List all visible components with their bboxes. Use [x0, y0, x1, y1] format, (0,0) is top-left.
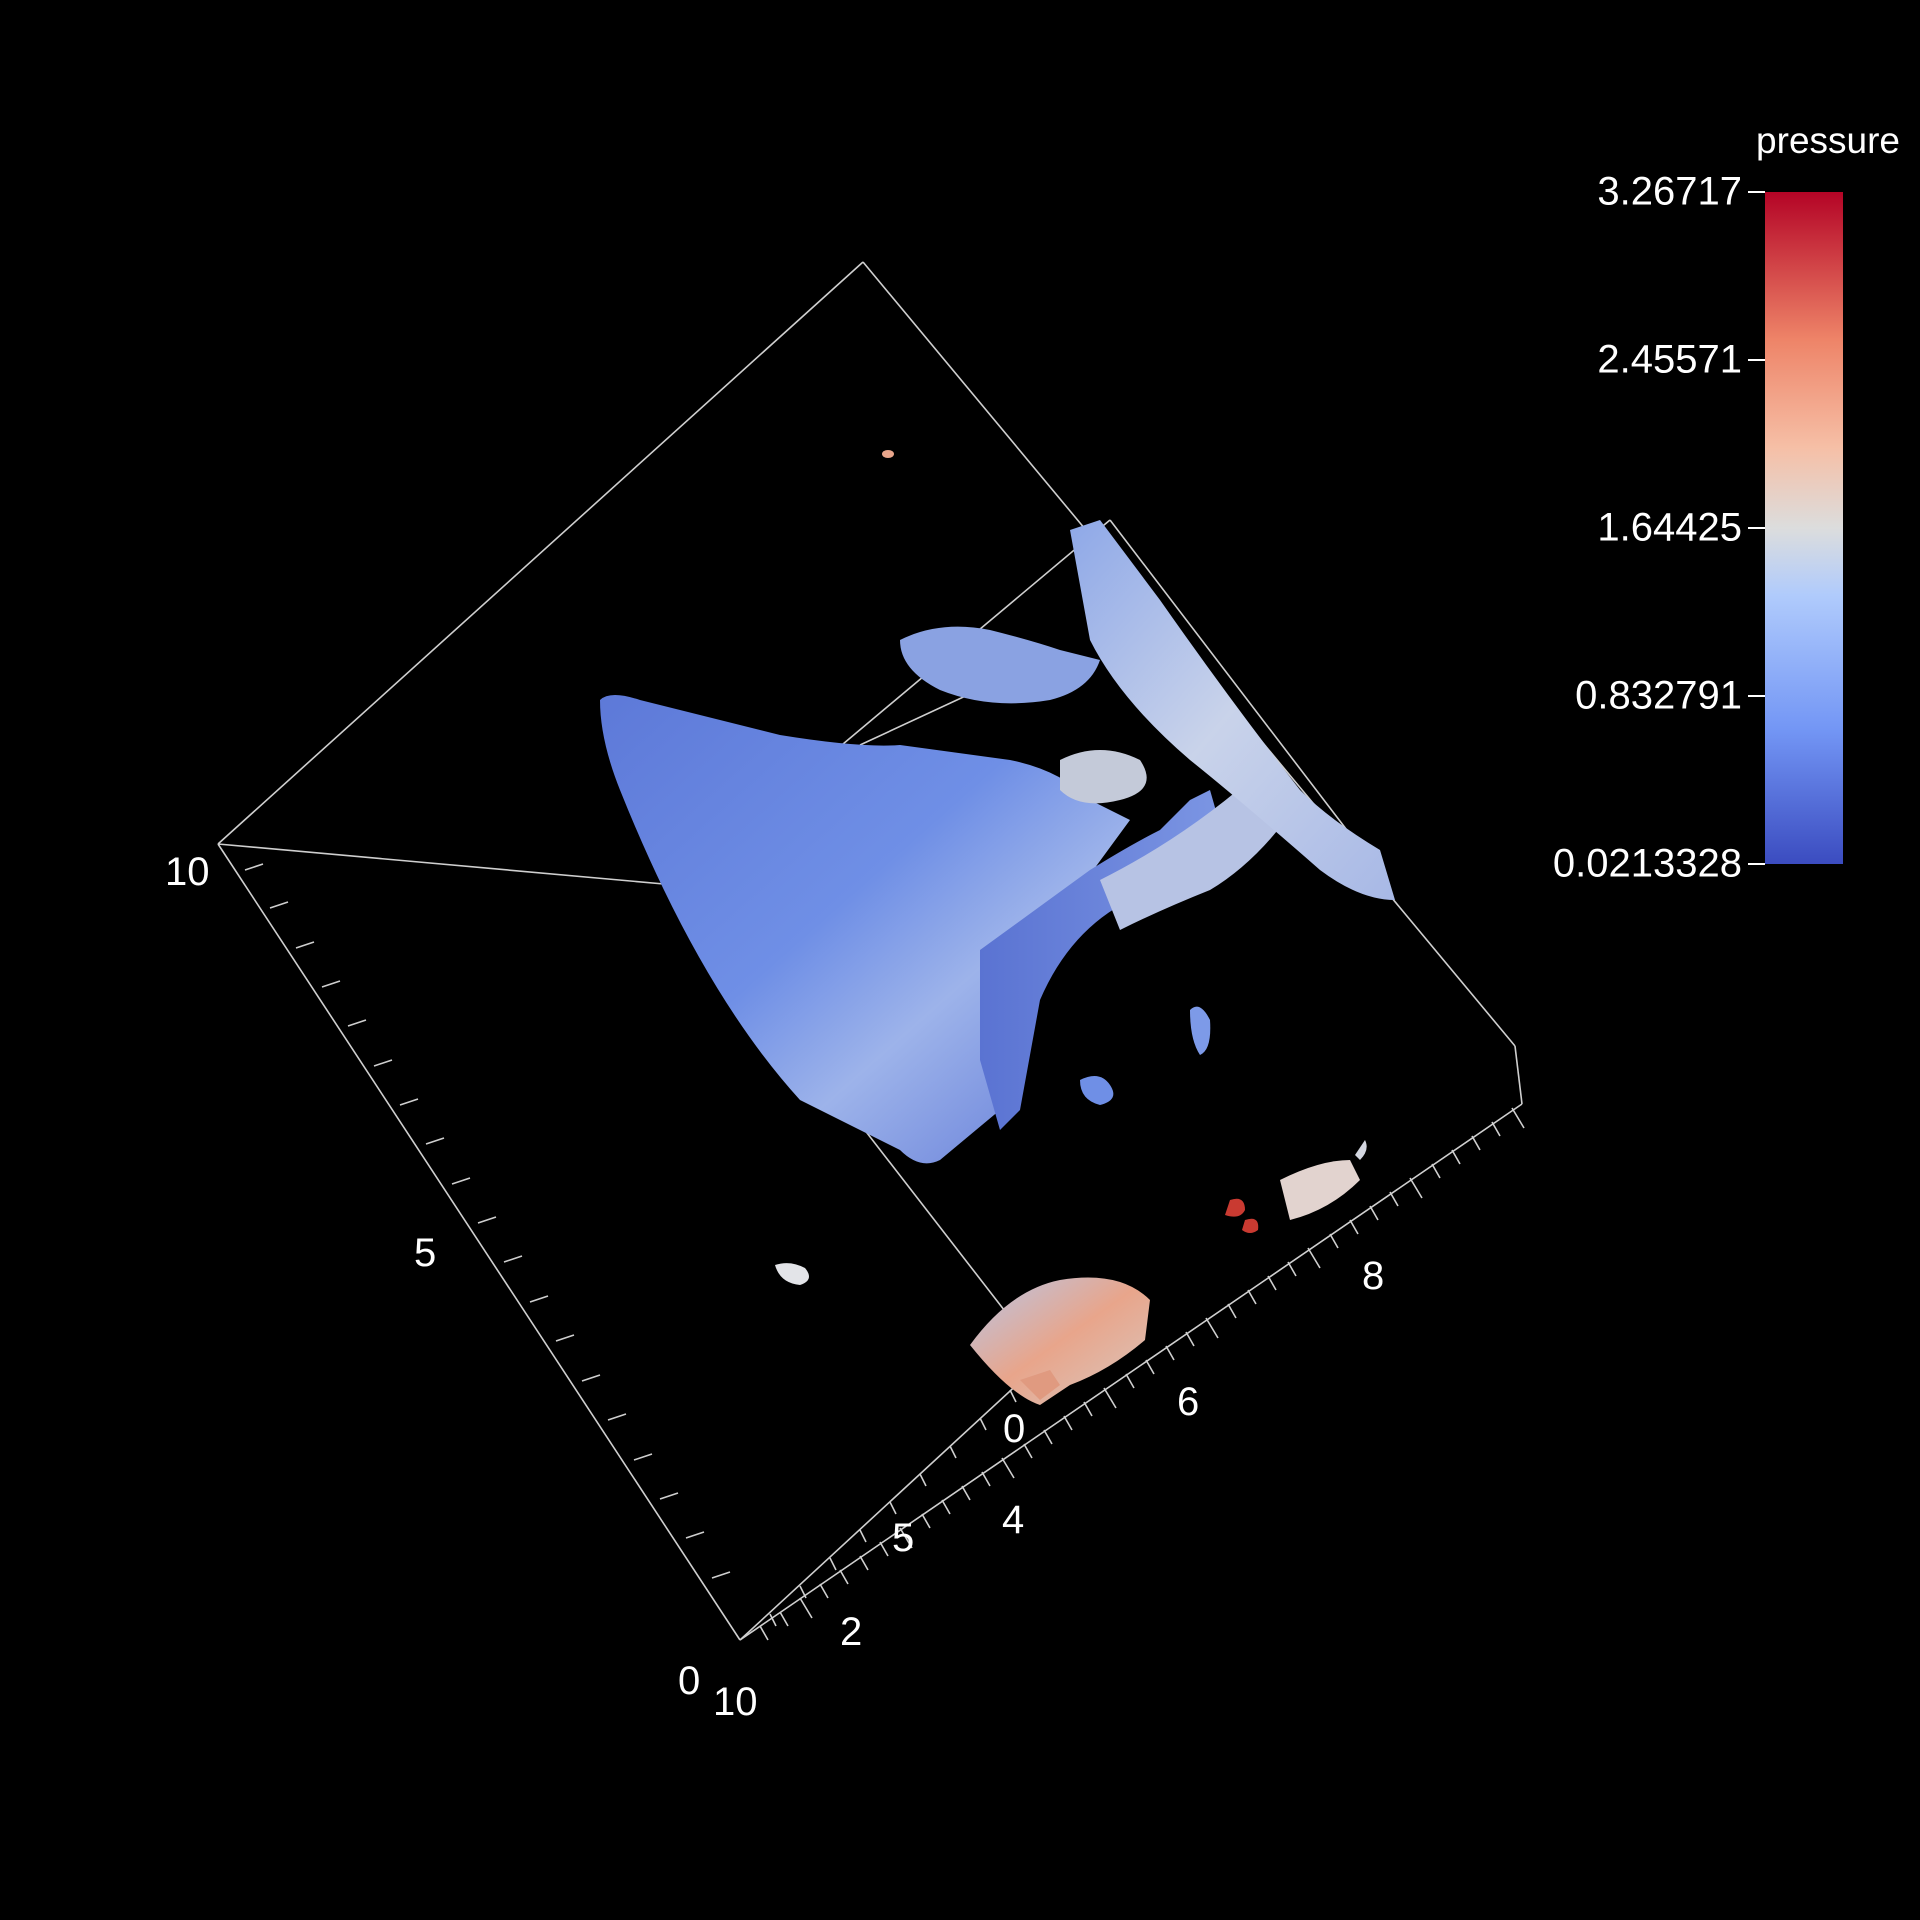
colorbar-label-4: 0.832791: [1575, 673, 1742, 718]
colorbar-label-max: 3.26717: [1597, 169, 1742, 214]
colorbar-label-3: 1.64425: [1597, 505, 1742, 550]
colorbar-title: pressure: [1756, 120, 1900, 161]
axis-labels: 10 5 0 8 6 4 2 10 0 5: [165, 850, 1384, 1724]
right-axis-label-2: 2: [840, 1610, 862, 1654]
right-axis-label-6: 6: [1177, 1380, 1199, 1424]
colorbar-label-min: 0.0213328: [1552, 841, 1742, 886]
isosurface-fragments: [775, 450, 1367, 1405]
right-axis-label-4: 4: [1002, 1498, 1024, 1542]
inner-axis-label-0: 0: [1003, 1407, 1025, 1451]
colorbar-tick: [1748, 527, 1765, 529]
left-axis: [217, 843, 741, 1641]
right-axis: [759, 1107, 1525, 1641]
colorbar-tick: [1748, 359, 1765, 361]
colorbar-tick: [1748, 191, 1765, 193]
colorbar-tick: [1748, 863, 1765, 865]
colorbar-tick: [1748, 695, 1765, 697]
right-axis-label-10: 10: [713, 1680, 758, 1724]
left-axis-label-5: 5: [414, 1231, 436, 1275]
inner-axis-label-5: 5: [892, 1516, 914, 1560]
colorbar: [1765, 192, 1843, 864]
colorbar-label-2: 2.45571: [1597, 337, 1742, 382]
left-axis-label-10: 10: [165, 850, 210, 894]
right-axis-label-8: 8: [1362, 1254, 1384, 1298]
left-axis-label-0: 0: [678, 1659, 700, 1703]
isosurface-main: [600, 520, 1395, 1164]
